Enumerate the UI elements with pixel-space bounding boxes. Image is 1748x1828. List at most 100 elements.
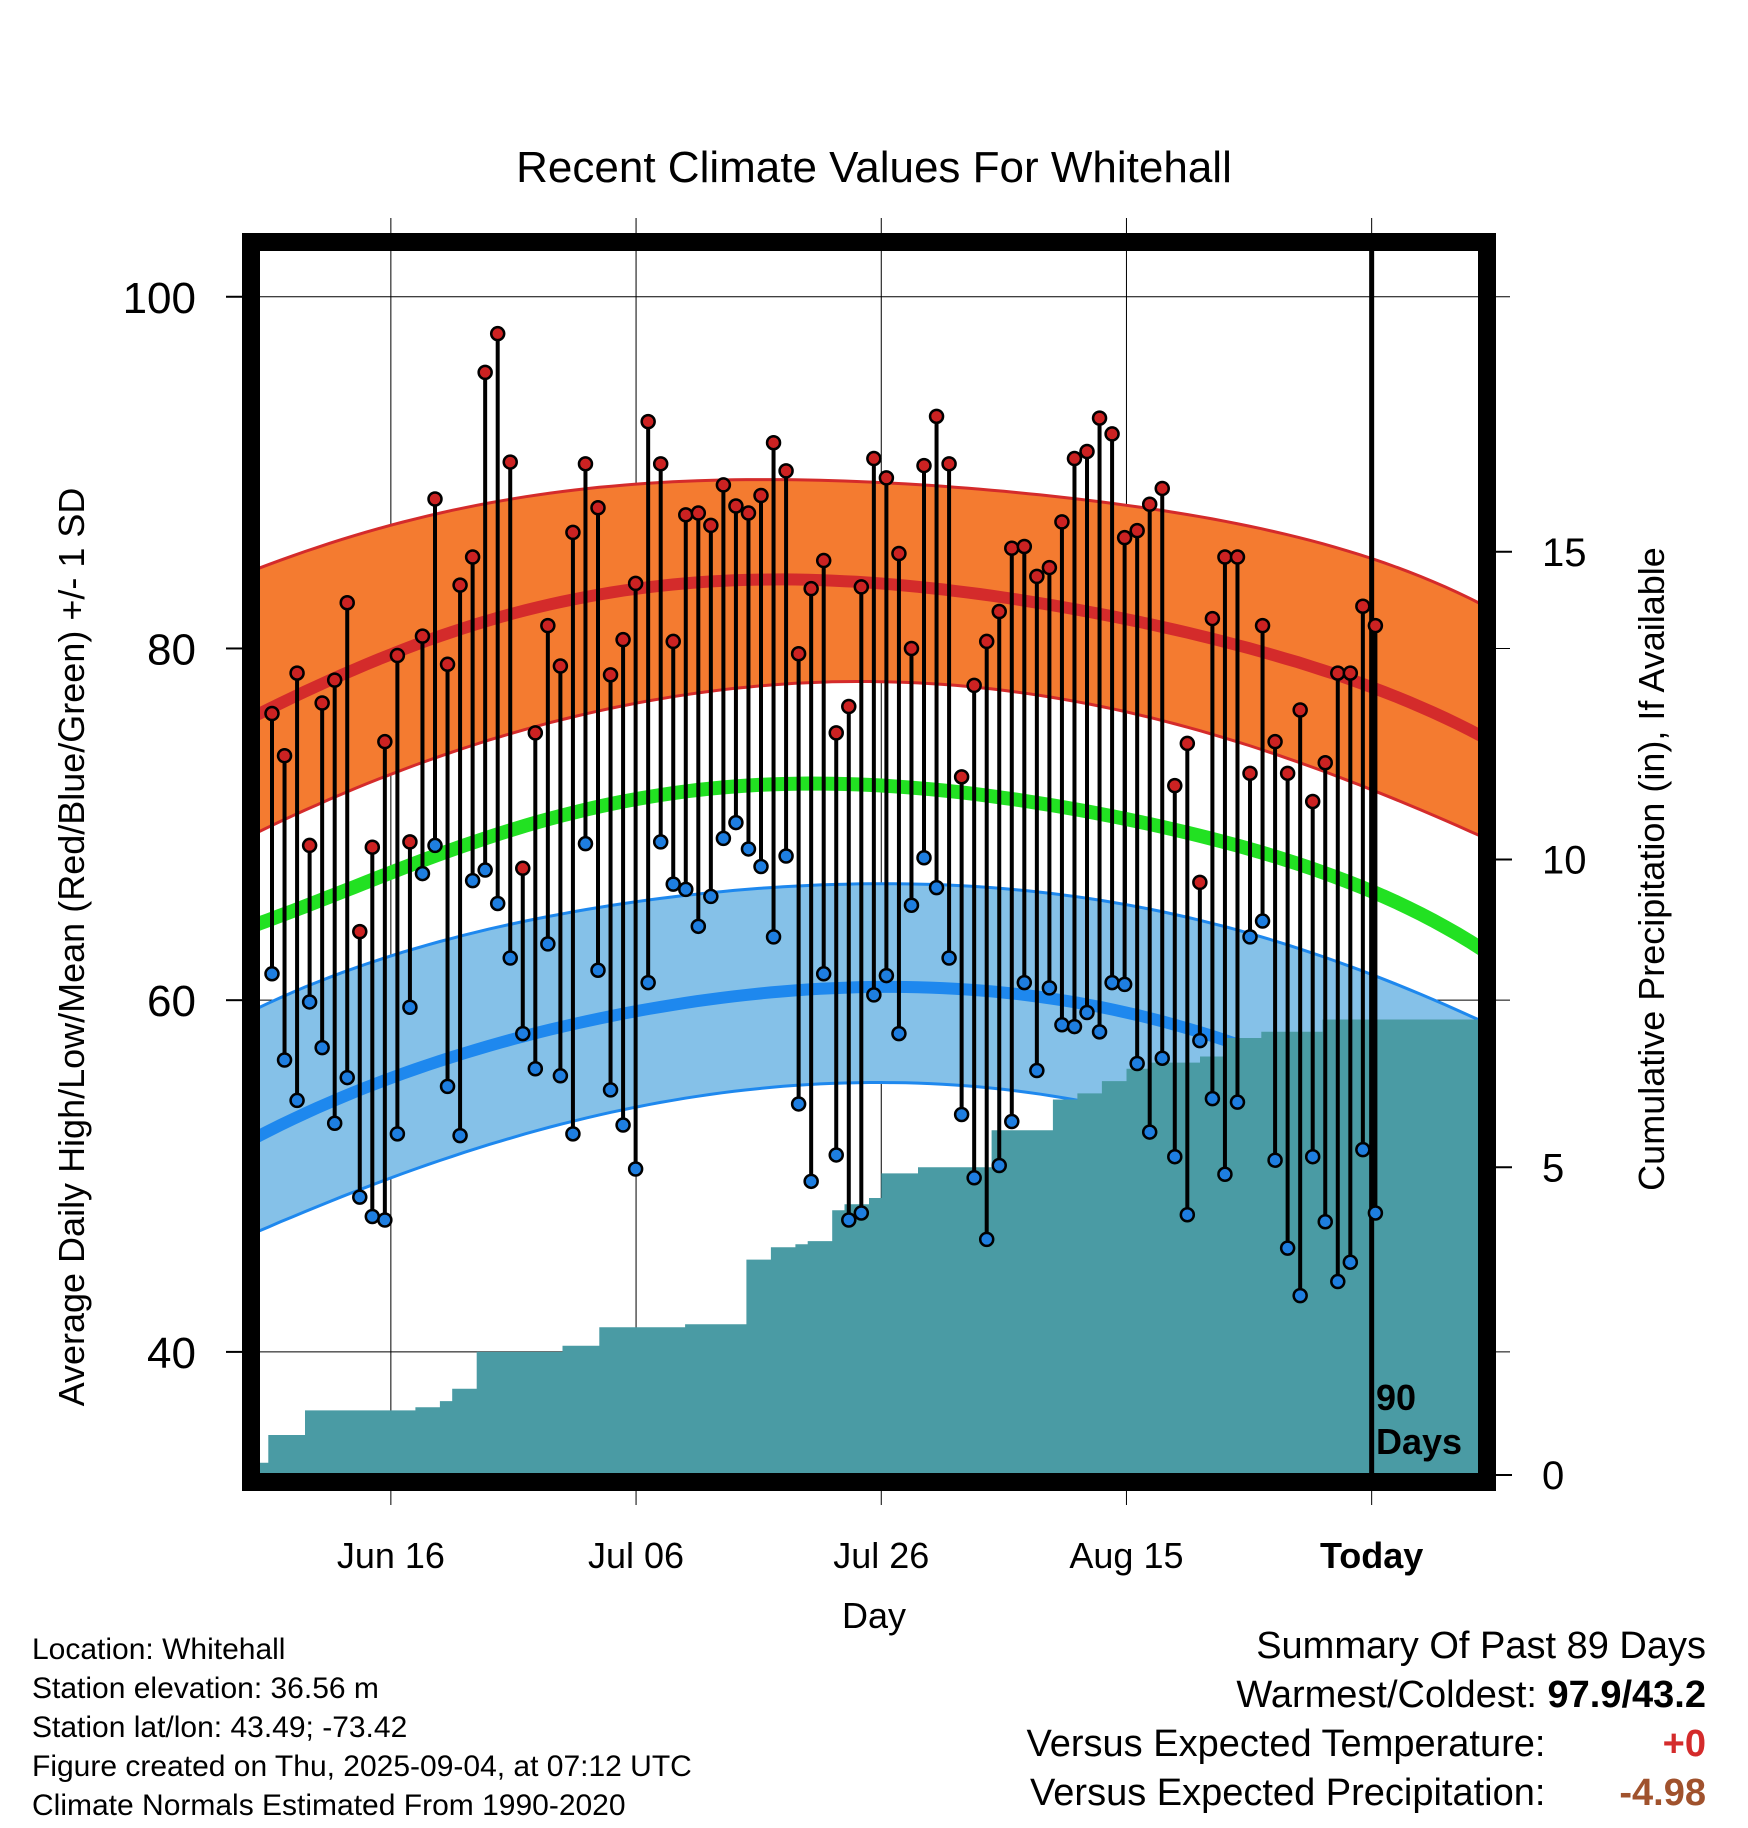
daily-high-point: [941, 456, 957, 472]
daily-high-point: [1254, 617, 1271, 634]
daily-high-point: [991, 603, 1007, 620]
daily-low-point: [1317, 1214, 1333, 1230]
daily-high-point: [1242, 765, 1258, 782]
daily-high-point: [402, 834, 418, 850]
daily-low-point: [289, 1092, 305, 1109]
daily-low-point: [678, 881, 694, 898]
daily-low-point: [815, 966, 832, 982]
daily-low-point: [1091, 1024, 1108, 1040]
daily-high-point: [1217, 549, 1233, 565]
y2-tick-label: 15: [1542, 531, 1587, 575]
daily-low-point: [728, 814, 744, 831]
info-created: Figure created on Thu, 2025-09-04, at 07…: [32, 1750, 692, 1783]
daily-high-point: [364, 839, 381, 855]
daily-high-point: [1192, 874, 1208, 891]
daily-low-point: [439, 1078, 456, 1095]
daily-high-point: [414, 628, 431, 644]
daily-high-point: [590, 500, 606, 516]
daily-high-point: [389, 647, 406, 664]
daily-high-point: [289, 665, 305, 681]
daily-low-point: [765, 929, 782, 945]
daily-high-point: [314, 695, 330, 711]
x-tick-label: Aug 15: [1069, 1535, 1183, 1576]
daily-low-point: [1342, 1254, 1359, 1270]
daily-low-point: [452, 1127, 468, 1144]
daily-low-point: [1141, 1124, 1158, 1140]
summary-vs-precip: Versus Expected Precipitation: -4.98: [1027, 1769, 1706, 1818]
daily-high-point: [1041, 559, 1058, 576]
daily-low-point: [502, 950, 518, 966]
daily-high-point: [515, 860, 531, 877]
daily-low-point: [1179, 1206, 1196, 1223]
daily-high-point: [464, 549, 481, 565]
daily-high-point: [339, 594, 355, 611]
daily-high-point: [1279, 765, 1296, 782]
daily-low-point: [1279, 1240, 1296, 1256]
daily-high-point: [1029, 568, 1045, 585]
daily-low-point: [1154, 1050, 1170, 1066]
daily-high-point: [1167, 777, 1183, 794]
daily-low-point: [339, 1069, 355, 1086]
daily-low-point: [1367, 1205, 1384, 1221]
info-latlon: Station lat/lon: 43.49; -73.42: [32, 1711, 408, 1744]
daily-low-point: [489, 895, 506, 912]
warmest-coldest-value: 97.9/43.2: [1547, 1674, 1706, 1716]
daily-high-point: [1016, 538, 1033, 555]
daily-high-point: [1342, 665, 1359, 681]
daily-low-point: [1355, 1141, 1371, 1158]
daily-low-point: [703, 888, 719, 905]
daily-low-point: [552, 1068, 569, 1084]
daily-high-point: [1004, 540, 1020, 556]
x-tick-label: Jul 26: [833, 1535, 929, 1576]
info-normals: Climate Normals Estimated From 1990-2020: [32, 1789, 626, 1822]
daily-low-point: [941, 950, 957, 966]
info-elevation: Station elevation: 36.56 m: [32, 1672, 379, 1705]
daily-high-point: [1229, 549, 1246, 565]
daily-high-point: [878, 470, 895, 486]
daily-low-point: [314, 1039, 330, 1056]
daily-low-point: [577, 835, 594, 852]
daily-low-point: [1192, 1032, 1208, 1049]
x-axis-label: Day: [842, 1595, 906, 1636]
daily-high-point: [803, 580, 819, 597]
daily-low-point: [565, 1126, 581, 1142]
daily-high-point: [627, 575, 644, 592]
y-tick-label: 40: [147, 1329, 196, 1378]
daily-high-point: [565, 524, 581, 541]
vs-temp-label: Versus Expected Temperature:: [1026, 1723, 1546, 1765]
daily-high-point: [853, 579, 870, 595]
daily-high-point: [728, 498, 744, 514]
daily-high-point: [276, 747, 293, 764]
daily-high-point: [540, 617, 556, 634]
high-sd-band-upper-edge: [255, 478, 1483, 606]
daily-low-point: [1066, 1018, 1083, 1035]
daily-low-point: [1242, 929, 1258, 945]
daily-high-point: [427, 491, 443, 507]
daily-low-point: [966, 1170, 982, 1186]
daily-low-point: [953, 1106, 970, 1123]
daily-low-point: [1004, 1113, 1020, 1130]
plot-frame: [242, 233, 1496, 1491]
daily-high-point: [615, 631, 631, 648]
daily-low-point: [866, 987, 882, 1003]
daily-high-point: [715, 477, 732, 493]
today-marker-label-line1: 90: [1376, 1377, 1416, 1418]
plot-area: 40 60 80 100 0 5 10 15 Jun 16 Jul 06 Jul 26 Aug 15 T…: [123, 218, 1587, 1576]
daily-low-point: [402, 999, 418, 1015]
x-tick-label: Jul 06: [588, 1535, 684, 1576]
daily-high-point: [903, 640, 920, 657]
daily-high-point: [377, 733, 393, 750]
daily-low-point: [276, 1052, 293, 1068]
daily-low-point: [1229, 1094, 1246, 1110]
high-sd-band: [256, 479, 1482, 837]
daily-low-point: [326, 1115, 343, 1132]
daily-low-point: [527, 1061, 544, 1077]
daily-high-point: [1355, 598, 1371, 615]
daily-low-point: [916, 849, 932, 866]
daily-low-point: [1167, 1148, 1183, 1165]
daily-low-point: [978, 1231, 995, 1248]
info-location: Location: Whitehall: [32, 1633, 286, 1666]
daily-low-point: [352, 1189, 368, 1205]
daily-low-point: [1292, 1287, 1308, 1304]
